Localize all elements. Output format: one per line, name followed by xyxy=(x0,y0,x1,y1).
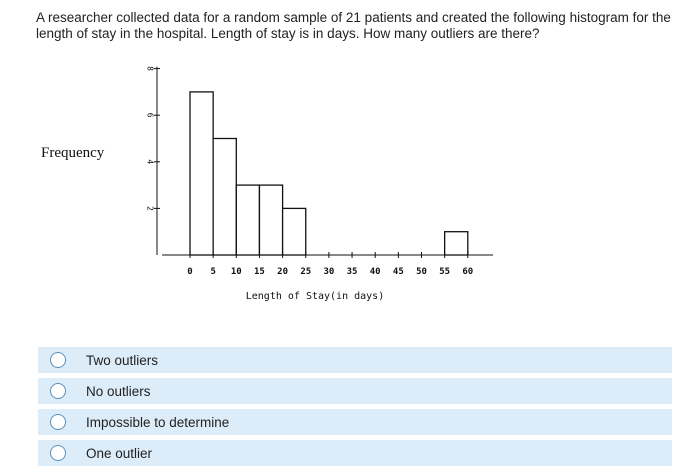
radio-button[interactable] xyxy=(50,414,66,430)
option-two-outliers[interactable]: Two outliers xyxy=(38,347,672,373)
y-axis-label: Frequency xyxy=(41,145,105,161)
option-no-outliers[interactable]: No outliers xyxy=(38,378,672,404)
option-label: One outlier xyxy=(86,445,153,461)
x-tick-label: 50 xyxy=(416,267,427,277)
x-tick-label: 45 xyxy=(393,267,404,277)
x-tick-label: 15 xyxy=(254,267,265,277)
y-tick-label: 4 xyxy=(146,159,155,164)
x-tick-label: 10 xyxy=(231,267,242,277)
histogram-bar xyxy=(212,137,237,256)
answer-options: Two outliers No outliers Impossible to d… xyxy=(38,347,672,471)
option-impossible-to-determine[interactable]: Impossible to determine xyxy=(38,409,672,435)
radio-button[interactable] xyxy=(50,383,66,399)
histogram-bar xyxy=(189,91,214,256)
option-label: No outliers xyxy=(86,383,151,399)
option-one-outlier[interactable]: One outlier xyxy=(38,440,672,466)
histogram-bar xyxy=(443,231,469,256)
option-label: Impossible to determine xyxy=(86,414,230,430)
x-tick-label: 30 xyxy=(323,267,334,277)
x-tick-label: 0 xyxy=(187,267,192,277)
x-tick-label: 40 xyxy=(370,267,381,277)
x-tick-label: 5 xyxy=(210,267,215,277)
radio-button[interactable] xyxy=(50,352,66,368)
x-tick-label: 20 xyxy=(277,267,288,277)
x-tick-label: 60 xyxy=(462,267,473,277)
x-tick-label: 35 xyxy=(347,267,358,277)
radio-button[interactable] xyxy=(50,445,66,461)
histogram-bar xyxy=(281,207,307,256)
x-axis-label: Length of Stay(in days) xyxy=(246,291,384,302)
y-tick-label: 6 xyxy=(146,113,155,118)
y-tick-label: 8 xyxy=(146,66,155,71)
x-tick-label: 25 xyxy=(300,267,311,277)
histogram-bar xyxy=(258,184,284,256)
histogram-bar xyxy=(235,184,261,256)
y-tick-label: 2 xyxy=(146,206,155,211)
option-label: Two outliers xyxy=(86,352,159,368)
question-text: A researcher collected data for a random… xyxy=(36,10,671,41)
x-tick-label: 55 xyxy=(439,267,450,277)
histogram-chart: 2 4 6 8 0 5 10 15 20 25 30 35 40 45 50 55 60 Length of … xyxy=(146,66,493,302)
